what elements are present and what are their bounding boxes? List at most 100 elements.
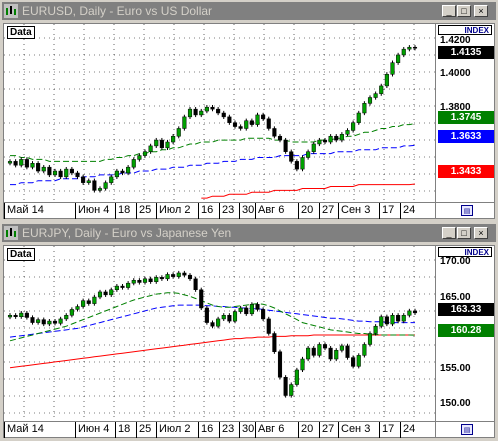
candle-body: [227, 116, 232, 123]
time-tick: [319, 422, 320, 438]
candle: [64, 313, 69, 322]
candle-body: [182, 272, 187, 276]
candle-body: [103, 291, 108, 296]
price-plot[interactable]: Data: [3, 23, 436, 203]
candle-body: [120, 285, 125, 288]
candle: [221, 313, 226, 322]
maximize-button[interactable]: □: [457, 227, 471, 239]
candle-body: [322, 344, 328, 349]
chart-window-eurusd[interactable]: EURUSD, Daily - Euro vs US Dollar _ □ × …: [0, 0, 498, 220]
candle-body: [137, 155, 142, 160]
candle: [373, 324, 378, 336]
candle-body: [367, 333, 373, 345]
candle-body: [367, 97, 373, 104]
close-button[interactable]: ×: [474, 5, 488, 17]
chart-window-eurjpy[interactable]: EURJPY, Daily - Euro vs Japanese Yen _ □…: [0, 222, 498, 441]
minimize-button[interactable]: _: [442, 5, 456, 17]
candle: [114, 284, 119, 292]
title-bar[interactable]: EURJPY, Daily - Euro vs Japanese Yen _ □…: [2, 224, 496, 242]
candle: [103, 289, 108, 297]
candle-body: [19, 159, 24, 166]
candle: [266, 316, 271, 336]
candle: [97, 186, 103, 193]
candle: [193, 106, 198, 118]
candle: [47, 165, 52, 178]
candle: [131, 278, 136, 286]
time-tick: [75, 203, 76, 219]
scale-icon[interactable]: ▤: [461, 424, 473, 435]
price-label: 150.00: [440, 398, 471, 409]
candle-body: [384, 74, 389, 87]
time-tick: [4, 203, 5, 219]
candle-body: [13, 315, 18, 317]
price-label: 1.3800: [440, 102, 471, 113]
candle: [92, 178, 97, 193]
candle: [266, 116, 271, 131]
minimize-button[interactable]: _: [442, 227, 456, 239]
candle: [283, 375, 288, 398]
title-bar[interactable]: EURUSD, Daily - Euro vs US Dollar _ □ ×: [2, 2, 496, 20]
candle: [92, 294, 97, 306]
candle: [289, 382, 294, 398]
candle-body: [182, 116, 187, 129]
candle-body: [97, 188, 103, 191]
candle-body: [86, 300, 91, 304]
maximize-button[interactable]: □: [457, 5, 471, 17]
candle-body: [126, 166, 131, 174]
candle-body: [64, 315, 69, 320]
scale-icon[interactable]: ▤: [461, 205, 473, 216]
time-tick: [379, 422, 380, 438]
time-tick: [298, 422, 299, 438]
candle: [97, 289, 103, 300]
grid: [4, 246, 435, 421]
ma-red-line: [201, 183, 416, 199]
candlestick-chart: [4, 246, 435, 421]
candle-body: [356, 355, 361, 367]
candle: [322, 342, 328, 351]
candle: [261, 307, 266, 322]
candle-body: [41, 319, 46, 325]
candle-body: [154, 277, 159, 282]
candle-body: [114, 170, 119, 178]
candle-body: [396, 315, 401, 322]
time-tick: [255, 422, 256, 438]
close-button[interactable]: ×: [474, 227, 488, 239]
candle: [64, 166, 69, 179]
candle-body: [75, 172, 80, 178]
last-price-badge: 163.33: [438, 303, 494, 316]
candle: [384, 72, 389, 89]
time-label: Авг 6: [258, 423, 285, 435]
candle-body: [238, 307, 243, 312]
candle: [75, 304, 80, 312]
index-button[interactable]: INDEX: [438, 247, 492, 257]
candle: [41, 165, 46, 174]
candle: [216, 106, 221, 116]
candle: [401, 313, 406, 324]
candle-body: [356, 112, 361, 123]
candle-body: [171, 135, 176, 143]
candle: [238, 305, 243, 314]
candle-body: [232, 311, 238, 322]
candle: [171, 272, 176, 279]
index-button[interactable]: INDEX: [438, 25, 492, 35]
time-label: Сен 3: [341, 423, 371, 435]
candle-body: [339, 134, 344, 141]
candle: [345, 343, 350, 360]
price-plot[interactable]: Data: [3, 245, 436, 422]
candle: [334, 134, 339, 143]
candle-body: [294, 161, 299, 170]
time-tick: [136, 422, 137, 438]
time-tick: [379, 203, 380, 219]
candle: [367, 331, 373, 347]
candle-body: [75, 306, 80, 310]
candle: [232, 120, 238, 129]
time-label: 16: [201, 204, 214, 216]
candle-body: [390, 62, 395, 75]
candle: [148, 143, 153, 154]
candle-body: [306, 347, 311, 360]
time-tick: [338, 422, 339, 438]
candle-body: [221, 315, 226, 320]
price-axis: INDEX 170.00 165.00 155.00 150.00 163.33…: [436, 245, 495, 422]
candle-body: [7, 315, 13, 318]
candle: [36, 161, 41, 174]
